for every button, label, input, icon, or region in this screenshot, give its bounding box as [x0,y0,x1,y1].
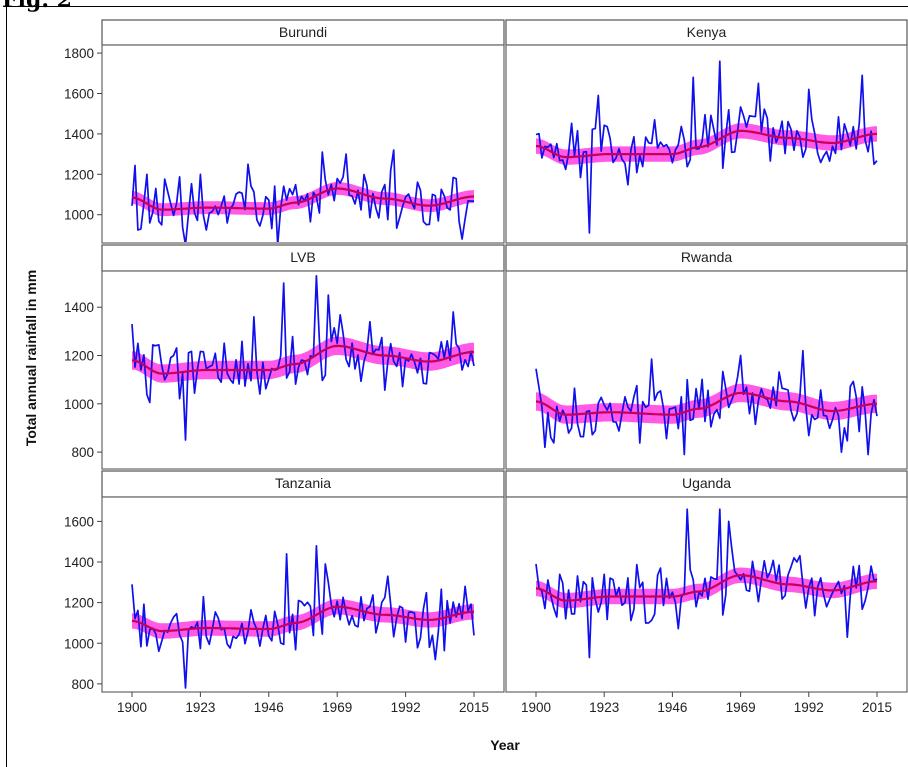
trend-line [131,187,475,211]
x-tick-label: 1992 [391,700,421,715]
plot-area [101,496,505,693]
x-tick-label: 2015 [459,700,489,715]
x-tick-label: 1923 [589,700,619,715]
y-tick-label: 1000 [64,208,94,223]
facet-strip [505,244,908,272]
y-tick-label: 1000 [64,636,94,651]
y-tick-label: 800 [71,445,94,460]
observed-rainfall-line [535,60,878,234]
panels-layer: Burundi Kenya LVB Rwanda Tanzania Uganda [101,19,908,693]
y-axis-title: Total annual rainfall in mm [23,270,39,446]
trend-line [131,605,475,633]
facet-label: Uganda [682,475,731,491]
y-tick-label: 800 [71,677,94,692]
y-tick-label: 1200 [64,167,94,182]
facet-panel-rwanda: Rwanda [505,244,908,470]
x-axis-title: Year [490,737,520,753]
facet-strip [505,19,908,46]
facet-panel-uganda: Uganda [505,470,908,693]
y-tick-label: 1400 [64,300,94,315]
y-tick-label: 1400 [64,127,94,142]
x-tick-label: 1900 [117,700,147,715]
facet-panel-lvb: LVB [101,244,505,470]
y-tick-label: 1600 [64,86,94,101]
figure-frame [6,6,908,767]
observed-rainfall-line [535,349,878,456]
facet-panel-kenya: Kenya [505,19,908,244]
y-tick-label: 1400 [64,555,94,570]
y-tick-label: 1200 [64,596,94,611]
x-tick-label: 1923 [185,700,215,715]
facet-label: Kenya [687,24,727,40]
y-tick-label: 1800 [64,46,94,61]
x-tick-label: 1946 [254,700,284,715]
y-tick-label: 1200 [64,349,94,364]
facet-label: Rwanda [681,249,733,265]
x-tick-label: 1900 [521,700,551,715]
x-tick-label: 1969 [726,700,756,715]
facet-label: Burundi [279,24,327,40]
trend-line [535,574,878,602]
observed-rainfall-line [535,508,878,659]
facet-strip [101,244,505,272]
facet-panel-tanzania: Tanzania [101,470,505,693]
y-tick-label: 1600 [64,514,94,529]
facet-panel-burundi: Burundi [101,19,505,244]
trend-line [535,391,878,416]
trend-line [131,344,475,375]
x-tick-label: 1946 [657,700,687,715]
facet-strip [101,19,505,46]
facet-strip [101,470,505,498]
y-tick-label: 1000 [64,397,94,412]
observed-rainfall-line [131,274,475,441]
facet-label: LVB [290,249,315,265]
facet-label: Tanzania [275,475,331,491]
x-tick-label: 1969 [322,700,352,715]
x-tick-label: 1992 [794,700,824,715]
axes-layer: 1000 1200 1400 1600 1800 800 1000 1200 1400 800 10… [64,46,892,715]
trend-line [535,129,878,159]
x-tick-label: 2015 [862,700,892,715]
